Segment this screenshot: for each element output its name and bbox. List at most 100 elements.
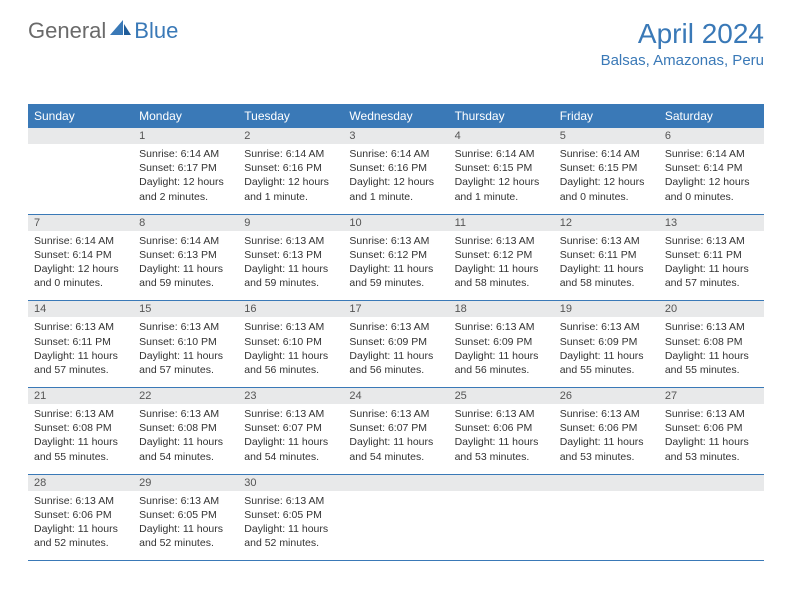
sunset-text: Sunset: 6:06 PM xyxy=(34,508,127,522)
daylight-text: Daylight: 12 hours and 0 minutes. xyxy=(560,175,653,203)
sunset-text: Sunset: 6:06 PM xyxy=(455,421,548,435)
daylight-text: Daylight: 11 hours and 57 minutes. xyxy=(34,349,127,377)
daylight-text: Daylight: 11 hours and 56 minutes. xyxy=(455,349,548,377)
date-number: 29 xyxy=(133,475,238,491)
daylight-text: Daylight: 11 hours and 53 minutes. xyxy=(560,435,653,463)
day-cell xyxy=(659,491,764,561)
day-header: Friday xyxy=(554,104,659,128)
day-cell: Sunrise: 6:13 AMSunset: 6:06 PMDaylight:… xyxy=(449,404,554,474)
sunset-text: Sunset: 6:10 PM xyxy=(244,335,337,349)
logo-text-general: General xyxy=(28,18,106,44)
day-header-row: Sunday Monday Tuesday Wednesday Thursday… xyxy=(28,104,764,128)
date-number: 22 xyxy=(133,388,238,404)
day-cell: Sunrise: 6:14 AMSunset: 6:15 PMDaylight:… xyxy=(554,144,659,214)
sunset-text: Sunset: 6:11 PM xyxy=(560,248,653,262)
date-number: 10 xyxy=(343,215,448,231)
daylight-text: Daylight: 11 hours and 57 minutes. xyxy=(139,349,232,377)
day-cell: Sunrise: 6:13 AMSunset: 6:11 PMDaylight:… xyxy=(554,231,659,301)
date-number: 19 xyxy=(554,301,659,317)
date-number: 11 xyxy=(449,215,554,231)
day-cell xyxy=(449,491,554,561)
date-number: 1 xyxy=(133,128,238,144)
sunrise-text: Sunrise: 6:13 AM xyxy=(34,407,127,421)
day-cell: Sunrise: 6:14 AMSunset: 6:17 PMDaylight:… xyxy=(133,144,238,214)
date-number: 9 xyxy=(238,215,343,231)
day-cell: Sunrise: 6:14 AMSunset: 6:14 PMDaylight:… xyxy=(659,144,764,214)
day-cell: Sunrise: 6:14 AMSunset: 6:14 PMDaylight:… xyxy=(28,231,133,301)
date-number: 7 xyxy=(28,215,133,231)
sunrise-text: Sunrise: 6:13 AM xyxy=(665,234,758,248)
sunrise-text: Sunrise: 6:14 AM xyxy=(139,234,232,248)
day-cell: Sunrise: 6:13 AMSunset: 6:12 PMDaylight:… xyxy=(343,231,448,301)
day-header: Saturday xyxy=(659,104,764,128)
day-cell: Sunrise: 6:13 AMSunset: 6:11 PMDaylight:… xyxy=(659,231,764,301)
date-number: 12 xyxy=(554,215,659,231)
sunrise-text: Sunrise: 6:13 AM xyxy=(244,234,337,248)
date-number: 27 xyxy=(659,388,764,404)
page-title: April 2024 xyxy=(601,18,764,50)
date-number xyxy=(343,475,448,491)
sunset-text: Sunset: 6:08 PM xyxy=(139,421,232,435)
sunset-text: Sunset: 6:08 PM xyxy=(665,335,758,349)
day-cell: Sunrise: 6:13 AMSunset: 6:08 PMDaylight:… xyxy=(28,404,133,474)
sunrise-text: Sunrise: 6:13 AM xyxy=(455,234,548,248)
sunset-text: Sunset: 6:14 PM xyxy=(34,248,127,262)
sunrise-text: Sunrise: 6:13 AM xyxy=(349,320,442,334)
daylight-text: Daylight: 11 hours and 55 minutes. xyxy=(34,435,127,463)
date-number: 20 xyxy=(659,301,764,317)
date-number: 8 xyxy=(133,215,238,231)
sunrise-text: Sunrise: 6:14 AM xyxy=(139,147,232,161)
day-header: Tuesday xyxy=(238,104,343,128)
date-number: 15 xyxy=(133,301,238,317)
week-content-strip: Sunrise: 6:14 AM Sunset: 6:14 PM Daylight:… xyxy=(28,231,764,301)
day-cell xyxy=(28,144,133,214)
day-cell: Sunrise: 6:13 AMSunset: 6:09 PMDaylight:… xyxy=(449,317,554,387)
sunrise-text: Sunrise: 6:13 AM xyxy=(665,320,758,334)
sunrise-text: Sunrise: 6:14 AM xyxy=(455,147,548,161)
day-cell: Sunrise: 6:13 AMSunset: 6:08 PMDaylight:… xyxy=(133,404,238,474)
daylight-text: Daylight: 12 hours and 0 minutes. xyxy=(665,175,758,203)
date-number: 26 xyxy=(554,388,659,404)
daylight-text: Daylight: 11 hours and 58 minutes. xyxy=(560,262,653,290)
sunset-text: Sunset: 6:05 PM xyxy=(139,508,232,522)
week-date-strip: 14151617181920 xyxy=(28,300,764,317)
sunset-text: Sunset: 6:09 PM xyxy=(455,335,548,349)
day-header: Thursday xyxy=(449,104,554,128)
daylight-text: Daylight: 11 hours and 55 minutes. xyxy=(560,349,653,377)
sunset-text: Sunset: 6:09 PM xyxy=(349,335,442,349)
week-content-strip: Sunrise: 6:13 AMSunset: 6:08 PMDaylight:… xyxy=(28,404,764,474)
sunset-text: Sunset: 6:05 PM xyxy=(244,508,337,522)
page-subtitle: Balsas, Amazonas, Peru xyxy=(601,52,764,69)
daylight-text: Daylight: 11 hours and 54 minutes. xyxy=(139,435,232,463)
logo-text-blue: Blue xyxy=(134,18,178,44)
day-cell: Sunrise: 6:13 AMSunset: 6:07 PMDaylight:… xyxy=(238,404,343,474)
date-number: 3 xyxy=(343,128,448,144)
date-number xyxy=(659,475,764,491)
date-number xyxy=(554,475,659,491)
date-number: 17 xyxy=(343,301,448,317)
sunset-text: Sunset: 6:07 PM xyxy=(349,421,442,435)
daylight-text: Daylight: 12 hours and 1 minute. xyxy=(455,175,548,203)
sunrise-text: Sunrise: 6:13 AM xyxy=(244,494,337,508)
day-cell: Sunrise: 6:14 AMSunset: 6:16 PMDaylight:… xyxy=(238,144,343,214)
day-cell: Sunrise: 6:13 AMSunset: 6:13 PMDaylight:… xyxy=(238,231,343,301)
sunrise-text: Sunrise: 6:13 AM xyxy=(139,320,232,334)
day-cell: Sunrise: 6:13 AMSunset: 6:06 PMDaylight:… xyxy=(28,491,133,561)
week-date-strip: 78910111213 xyxy=(28,214,764,231)
sunrise-text: Sunrise: 6:14 AM xyxy=(560,147,653,161)
sunrise-text: Sunrise: 6:13 AM xyxy=(244,320,337,334)
sunrise-text: Sunrise: 6:13 AM xyxy=(455,407,548,421)
date-number: 6 xyxy=(659,128,764,144)
date-number: 28 xyxy=(28,475,133,491)
daylight-text: Daylight: 11 hours and 59 minutes. xyxy=(139,262,232,290)
sunrise-text: Sunrise: 6:14 AM xyxy=(349,147,442,161)
sunset-text: Sunset: 6:11 PM xyxy=(665,248,758,262)
date-number: 2 xyxy=(238,128,343,144)
sunset-text: Sunset: 6:07 PM xyxy=(244,421,337,435)
sunset-text: Sunset: 6:16 PM xyxy=(349,161,442,175)
sunrise-text: Sunrise: 6:14 AM xyxy=(665,147,758,161)
day-cell: Sunrise: 6:13 AMSunset: 6:06 PMDaylight:… xyxy=(554,404,659,474)
sunrise-text: Sunrise: 6:13 AM xyxy=(139,494,232,508)
sunset-text: Sunset: 6:12 PM xyxy=(349,248,442,262)
week-content-strip: Sunrise: 6:13 AMSunset: 6:11 PMDaylight:… xyxy=(28,317,764,387)
